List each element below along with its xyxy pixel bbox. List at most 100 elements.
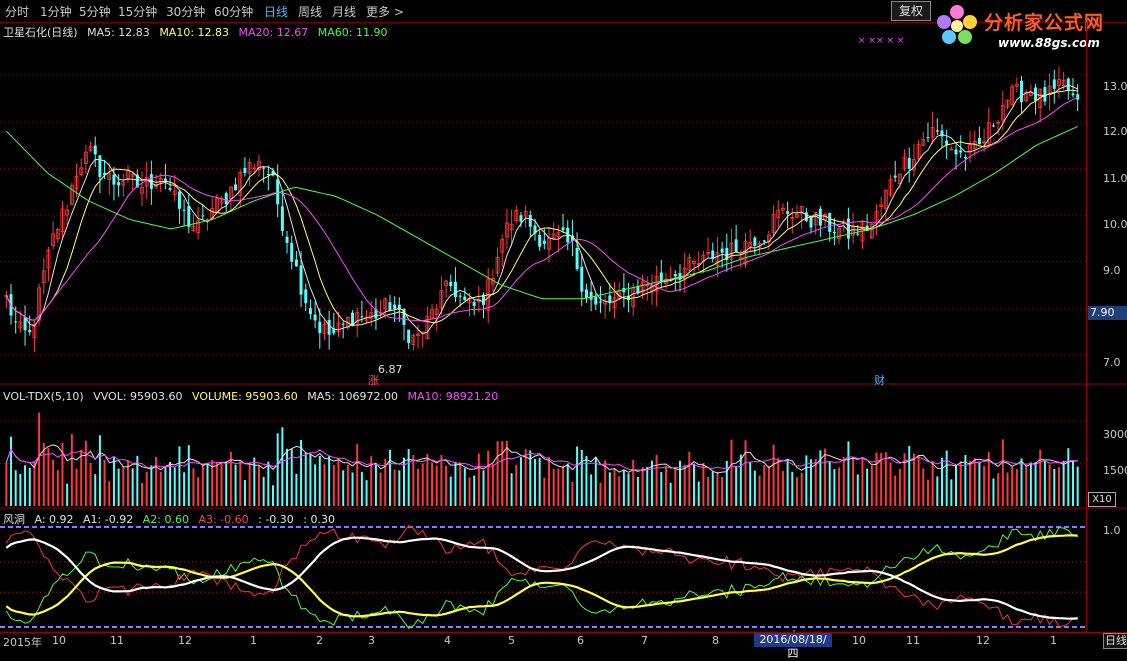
candle-body — [172, 190, 177, 196]
candle-body — [959, 150, 963, 153]
tab-15min[interactable]: 15分钟 — [118, 5, 158, 19]
candle-body — [41, 270, 46, 284]
ma20-line — [5, 96, 1078, 322]
candle-body — [397, 304, 401, 311]
candle-body — [369, 312, 374, 319]
selected-date: 2016/08/18/四 — [754, 633, 832, 660]
period-indicator[interactable]: 日线 — [1103, 633, 1127, 649]
candle-body — [46, 249, 51, 269]
candle-body — [351, 312, 355, 327]
wind-level-low: : -0.30 — [258, 513, 294, 526]
candle-body — [393, 304, 397, 310]
candle-body — [1052, 79, 1056, 89]
candle-body — [280, 206, 284, 232]
candle-body — [107, 172, 112, 180]
candle-body — [608, 295, 612, 304]
candle-body — [869, 223, 874, 239]
candle-body — [500, 238, 505, 253]
volume-unit-tag: X10 — [1088, 492, 1116, 507]
tab-1min[interactable]: 1分钟 — [40, 5, 72, 19]
candle-body — [832, 231, 836, 234]
candle-body — [734, 239, 738, 253]
restore-rights-button[interactable]: 复权 — [891, 1, 931, 21]
candle-body — [374, 309, 378, 319]
event-flag-zhang[interactable]: 涨 — [368, 374, 379, 387]
candle-body — [561, 227, 565, 231]
site-logo: 分析家公式网 www.88gs.com — [932, 2, 1127, 50]
candle-body — [1071, 93, 1075, 96]
candle-body — [945, 140, 949, 146]
candle-body — [986, 122, 991, 144]
x-label-mar: 3 — [368, 634, 375, 647]
candle-body — [112, 174, 116, 185]
candle-body — [388, 302, 392, 311]
candle-body — [383, 298, 388, 310]
candle-body — [678, 273, 682, 280]
candle-body — [458, 295, 462, 297]
ma5-line — [5, 84, 1078, 335]
price-label-7: 7.0 — [1103, 356, 1121, 369]
candle-body — [659, 272, 663, 282]
tab-5min[interactable]: 5分钟 — [79, 5, 111, 19]
candle-body — [1014, 83, 1019, 87]
candle-body — [725, 247, 729, 260]
current-price-tag: 7.90 — [1088, 306, 1127, 320]
wind-a-value: A: 0.92 — [34, 513, 74, 526]
candle-body — [627, 295, 631, 301]
event-flag-cai[interactable]: 财 — [874, 374, 885, 387]
tab-daily[interactable]: 日线 — [264, 5, 289, 19]
candle-body — [916, 144, 921, 160]
x-label-year: 2015年 — [3, 636, 42, 649]
candle-body — [257, 161, 261, 171]
candle-body — [551, 233, 556, 239]
candle-body — [1061, 79, 1066, 87]
volume-legend: VOL-TDX(5,10) VVOL: 95903.60 VOLUME: 959… — [3, 390, 504, 403]
tab-weekly[interactable]: 周线 — [298, 5, 323, 19]
candle-body — [228, 186, 233, 199]
candle-body — [519, 215, 523, 222]
candle-body — [795, 213, 799, 218]
candle-body — [977, 137, 981, 145]
candle-body — [439, 290, 444, 309]
candle-body — [837, 227, 841, 239]
candle-body — [804, 212, 808, 222]
wind-a2-value: A2: 0.60 — [142, 513, 189, 526]
tab-60min[interactable]: 60分钟 — [214, 5, 254, 19]
x-label-feb: 2 — [316, 634, 323, 647]
ma60-value: MA60: 11.90 — [317, 26, 388, 39]
x-label-dec2: 12 — [976, 634, 990, 647]
logo-name: 分析家公式网 — [984, 12, 1105, 34]
tab-fenshi[interactable]: 分时 — [5, 5, 30, 19]
candle-body — [762, 240, 766, 242]
candle-body — [1020, 80, 1024, 103]
candle-body — [1028, 92, 1033, 96]
candle-body — [1024, 91, 1029, 102]
wind-a3-line — [5, 525, 1078, 628]
volume-ma5-line — [5, 444, 1078, 474]
candle-body — [168, 188, 172, 190]
wind-a2-line — [5, 526, 1078, 629]
candle-body — [556, 232, 561, 237]
candle-body — [463, 296, 467, 301]
candle-body — [809, 215, 813, 228]
candle-body — [926, 137, 930, 139]
tab-monthly[interactable]: 月线 — [332, 5, 357, 19]
candle-body — [570, 235, 574, 242]
candle-body — [781, 207, 785, 211]
price-label-11: 11.0 — [1103, 172, 1127, 185]
candle-body — [299, 265, 303, 295]
candle-body — [234, 184, 238, 191]
tab-30min[interactable]: 30分钟 — [166, 5, 206, 19]
tab-more[interactable]: 更多 > — [366, 5, 404, 19]
candle-body — [191, 225, 196, 232]
candle-body — [336, 322, 341, 333]
wind-legend: 风洞 A: 0.92 A1: -0.92 A2: 0.60 A3: -0.60 … — [3, 511, 341, 527]
candle-body — [542, 240, 546, 244]
candle-body — [262, 167, 266, 169]
candle-body — [533, 225, 537, 234]
candle-body — [37, 287, 41, 321]
candle-body — [51, 233, 56, 247]
candle-body — [65, 209, 70, 216]
candle-body — [954, 149, 958, 155]
